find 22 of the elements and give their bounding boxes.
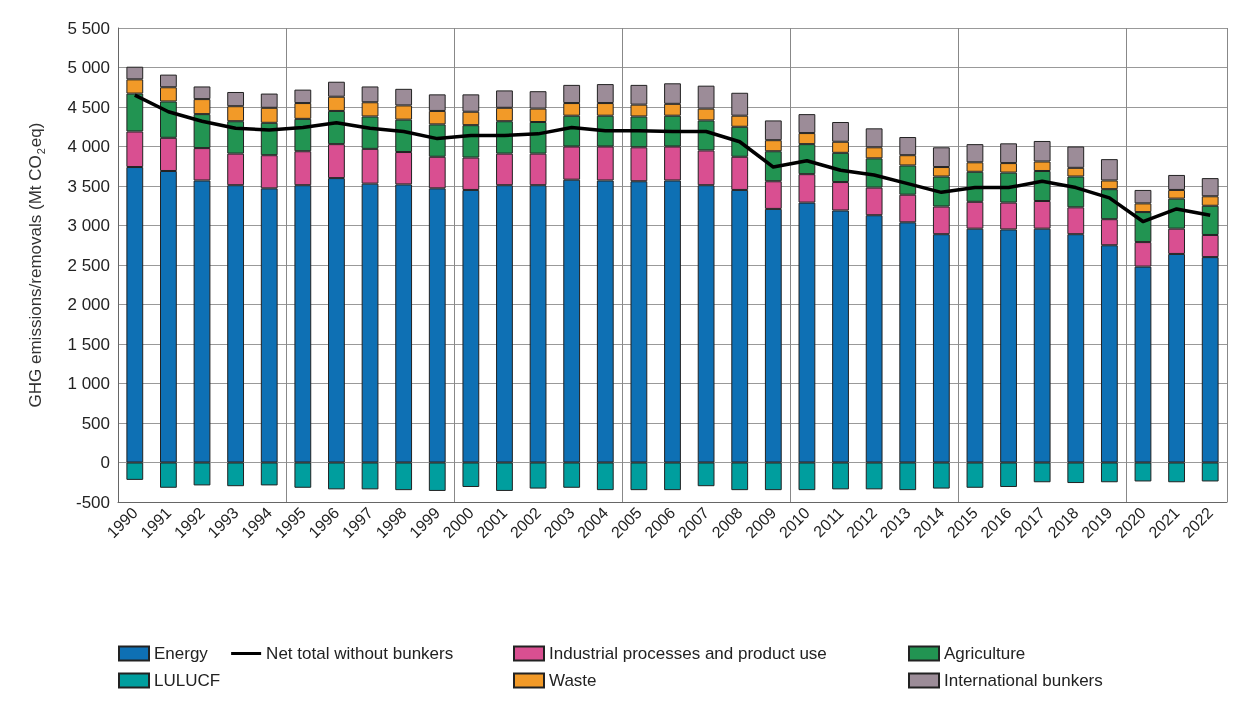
y-axis-title: GHG emissions/removals (Mt CO2eq) xyxy=(26,122,47,408)
legend-label: Net total without bunkers xyxy=(266,644,454,663)
y-tick-label: 1 500 xyxy=(67,334,110,354)
y-tick-label: 4 000 xyxy=(67,137,110,156)
line-series xyxy=(133,93,1212,224)
y-tick-label: 3 000 xyxy=(67,216,110,235)
y-tick-label: 500 xyxy=(81,413,110,433)
legend-label: Agriculture xyxy=(944,644,1026,663)
y-tick-label: 5 500 xyxy=(67,18,110,38)
legend-label: Waste xyxy=(549,671,597,690)
legend-label: LULUCF xyxy=(154,671,221,690)
y-tick-label: 3 500 xyxy=(67,176,110,196)
legend-label: Industrial processes and product use xyxy=(549,644,827,663)
y-tick-label: 4 500 xyxy=(67,97,110,117)
legend-label: International bunkers xyxy=(944,671,1103,690)
legend-label: Energy xyxy=(154,644,209,663)
y-tick-label: 1 000 xyxy=(67,374,110,393)
y-tick-label: -500 xyxy=(75,492,110,512)
y-tick-label: 5 000 xyxy=(67,58,110,77)
y-tick-label: 0 xyxy=(100,453,110,472)
y-tick-label: 2 000 xyxy=(67,295,110,314)
y-tick-label: 2 500 xyxy=(67,255,110,275)
